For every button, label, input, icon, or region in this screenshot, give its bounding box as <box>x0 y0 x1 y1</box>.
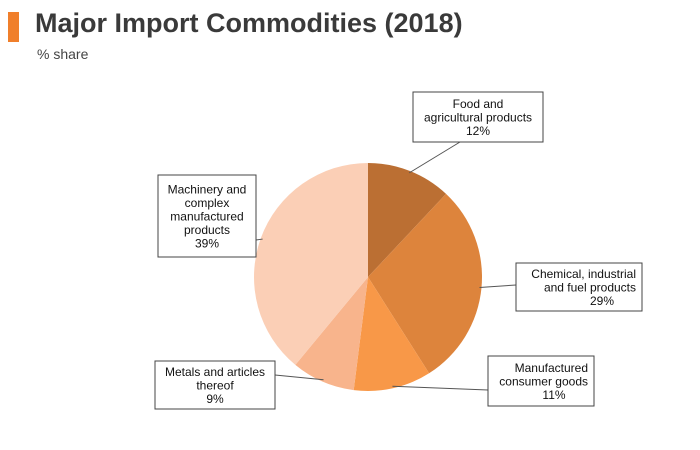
label-box-4 <box>154 360 276 410</box>
slice-name-label-1: Food and <box>453 97 504 111</box>
chart-title: Major Import Commodities (2018) <box>35 8 463 38</box>
pie-slice-2 <box>368 193 482 374</box>
label-box-3 <box>487 355 595 407</box>
leader-line-2 <box>479 284 517 289</box>
slice-name-label-4: Metals and articles <box>165 365 265 379</box>
slice-name-label-2: and fuel products <box>544 280 636 294</box>
slice-value-label-3: 11% <box>542 388 565 402</box>
leader-line-5 <box>255 238 263 241</box>
leader-line-3 <box>392 385 489 391</box>
slice-value-label-4: 9% <box>206 392 224 406</box>
pie-slices <box>254 163 482 391</box>
slice-name-label-1: agricultural products <box>424 110 532 124</box>
slice-name-label-5: Machinery and <box>168 182 247 196</box>
slice-value-label-2: 29% <box>590 294 614 308</box>
slice-value-label-5: 39% <box>195 236 219 250</box>
pie-slice-3 <box>353 277 430 391</box>
leader-line-1 <box>408 141 461 174</box>
slice-name-label-3: consumer goods <box>499 374 588 388</box>
leader-line-4 <box>274 374 324 381</box>
slice-name-label-5: products <box>184 223 230 237</box>
slice-name-label-5: complex <box>185 196 230 210</box>
slice-name-label-5: manufactured <box>170 209 243 223</box>
chart-subtitle: % share <box>37 46 89 62</box>
pie-slice-5 <box>254 163 368 365</box>
slice-value-label-1: 12% <box>466 124 490 138</box>
slice-name-label-3: Manufactured <box>515 361 588 375</box>
label-box-1 <box>412 91 544 143</box>
slice-name-label-2: Chemical, industrial <box>531 267 636 281</box>
label-box-2 <box>515 262 643 312</box>
chart-header: Major Import Commodities (2018) % share <box>0 0 700 80</box>
label-box-5 <box>157 174 257 258</box>
title-accent-bar <box>8 12 19 42</box>
slice-name-label-4: thereof <box>196 378 234 392</box>
pie-slice-1 <box>368 163 447 277</box>
leader-lines <box>255 141 517 391</box>
pie-slice-4 <box>295 277 368 391</box>
